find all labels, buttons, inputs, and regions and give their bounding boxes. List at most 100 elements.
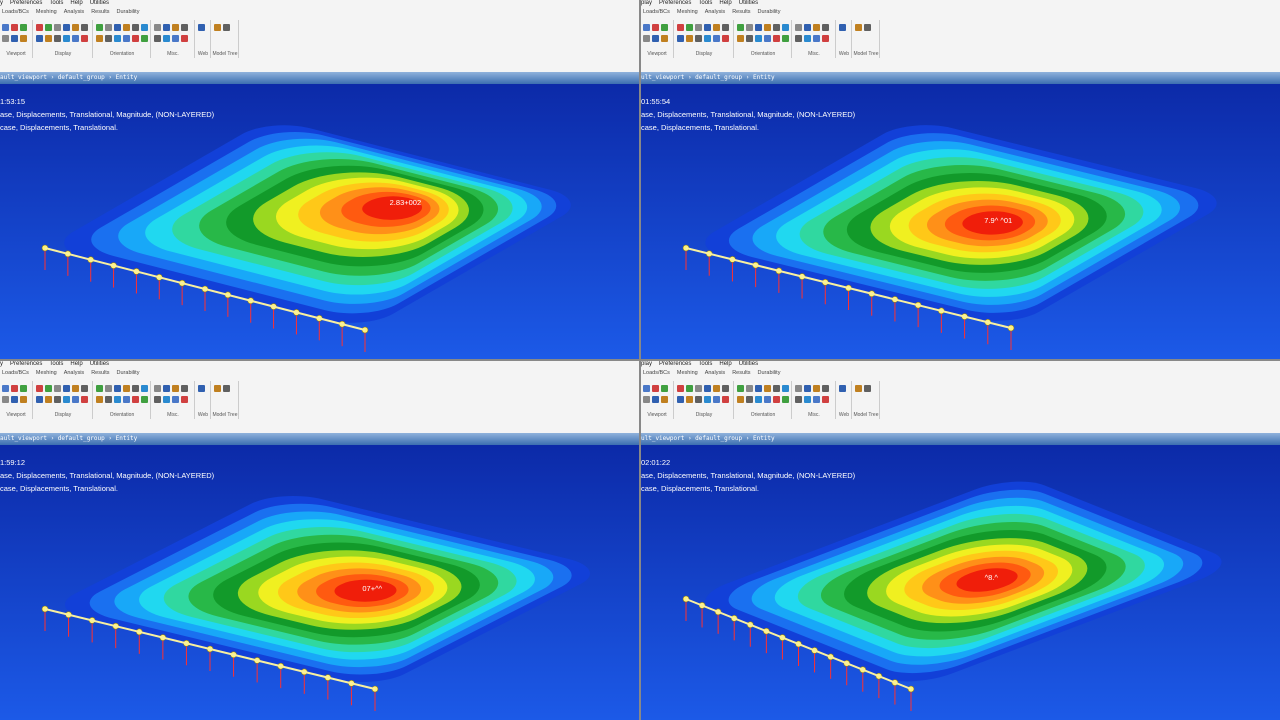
tool-icon[interactable] <box>695 385 702 392</box>
tool-icon[interactable] <box>123 396 130 403</box>
menu-item[interactable]: Utilities <box>89 361 110 367</box>
tool-icon[interactable] <box>141 385 148 392</box>
tool-icon[interactable] <box>813 35 820 42</box>
tool-icon[interactable] <box>54 24 61 31</box>
tool-icon[interactable] <box>755 396 762 403</box>
tool-icon[interactable] <box>36 35 43 42</box>
tool-icon[interactable] <box>63 396 70 403</box>
tool-icon[interactable] <box>839 24 846 31</box>
tool-icon[interactable] <box>746 35 753 42</box>
menu-item[interactable]: y <box>0 0 3 6</box>
ribbon-tab[interactable]: Analysis <box>704 9 726 15</box>
ribbon-tab[interactable]: Meshing <box>35 9 57 15</box>
tool-icon[interactable] <box>81 385 88 392</box>
tool-icon[interactable] <box>695 396 702 403</box>
tool-icon[interactable] <box>72 396 79 403</box>
tool-icon[interactable] <box>114 24 121 31</box>
tool-icon[interactable] <box>722 24 729 31</box>
tool-icon[interactable] <box>822 35 829 42</box>
ribbon-tab[interactable]: Results <box>91 370 110 376</box>
menu-item[interactable]: Tools <box>49 361 64 367</box>
tool-icon[interactable] <box>198 24 205 31</box>
tool-icon[interactable] <box>36 24 43 31</box>
tool-icon[interactable] <box>20 385 27 392</box>
ribbon-tab[interactable]: Results <box>732 370 751 376</box>
tool-icon[interactable] <box>661 385 668 392</box>
tool-icon[interactable] <box>713 24 720 31</box>
tool-icon[interactable] <box>704 24 711 31</box>
tool-icon[interactable] <box>123 35 130 42</box>
tool-icon[interactable] <box>686 24 693 31</box>
tool-icon[interactable] <box>105 385 112 392</box>
tool-icon[interactable] <box>72 24 79 31</box>
tool-icon[interactable] <box>181 24 188 31</box>
tool-icon[interactable] <box>11 24 18 31</box>
tool-icon[interactable] <box>72 385 79 392</box>
tool-icon[interactable] <box>643 24 650 31</box>
tool-icon[interactable] <box>704 35 711 42</box>
tool-icon[interactable] <box>163 35 170 42</box>
tool-icon[interactable] <box>804 385 811 392</box>
tool-icon[interactable] <box>114 385 121 392</box>
menu-item[interactable]: Help <box>70 0 83 6</box>
tool-icon[interactable] <box>154 24 161 31</box>
menu-item[interactable]: Help <box>719 0 732 6</box>
menu-item[interactable]: play <box>641 0 653 6</box>
ribbon-tab[interactable]: Results <box>91 9 110 15</box>
ribbon-tab[interactable]: Loads/BCs <box>643 370 670 376</box>
tool-icon[interactable] <box>864 385 871 392</box>
tool-icon[interactable] <box>813 385 820 392</box>
menu-item[interactable]: Help <box>70 361 83 367</box>
tool-icon[interactable] <box>677 24 684 31</box>
tool-icon[interactable] <box>713 396 720 403</box>
tool-icon[interactable] <box>652 35 659 42</box>
tool-icon[interactable] <box>773 385 780 392</box>
tool-icon[interactable] <box>822 385 829 392</box>
tool-icon[interactable] <box>96 35 103 42</box>
tool-icon[interactable] <box>81 396 88 403</box>
tool-icon[interactable] <box>172 396 179 403</box>
tool-icon[interactable] <box>686 396 693 403</box>
tool-icon[interactable] <box>214 24 221 31</box>
tool-icon[interactable] <box>11 385 18 392</box>
ribbon-tab[interactable]: Loads/BCs <box>2 9 29 15</box>
tool-icon[interactable] <box>795 35 802 42</box>
tool-icon[interactable] <box>773 24 780 31</box>
menu-item[interactable]: play <box>641 361 653 367</box>
tool-icon[interactable] <box>677 385 684 392</box>
tool-icon[interactable] <box>163 385 170 392</box>
tool-icon[interactable] <box>704 396 711 403</box>
tool-icon[interactable] <box>132 24 139 31</box>
tool-icon[interactable] <box>755 385 762 392</box>
tool-icon[interactable] <box>773 396 780 403</box>
tool-icon[interactable] <box>722 396 729 403</box>
tool-icon[interactable] <box>181 35 188 42</box>
tool-icon[interactable] <box>163 396 170 403</box>
tool-icon[interactable] <box>114 396 121 403</box>
tool-icon[interactable] <box>181 385 188 392</box>
tool-icon[interactable] <box>20 35 27 42</box>
tool-icon[interactable] <box>36 396 43 403</box>
tool-icon[interactable] <box>755 24 762 31</box>
ribbon-tab[interactable]: Meshing <box>35 370 57 376</box>
ribbon-tab[interactable]: Meshing <box>676 9 698 15</box>
menu-item[interactable]: Utilities <box>89 0 110 6</box>
tool-icon[interactable] <box>214 385 221 392</box>
tool-icon[interactable] <box>181 396 188 403</box>
tool-icon[interactable] <box>643 396 650 403</box>
ribbon-tab[interactable]: Durability <box>757 370 781 376</box>
tool-icon[interactable] <box>132 35 139 42</box>
tool-icon[interactable] <box>864 24 871 31</box>
tool-icon[interactable] <box>45 385 52 392</box>
tool-icon[interactable] <box>54 385 61 392</box>
tool-icon[interactable] <box>141 24 148 31</box>
tool-icon[interactable] <box>114 35 121 42</box>
tool-icon[interactable] <box>63 385 70 392</box>
menu-item[interactable]: Preferences <box>659 361 692 367</box>
tool-icon[interactable] <box>154 396 161 403</box>
tool-icon[interactable] <box>822 396 829 403</box>
tool-icon[interactable] <box>652 24 659 31</box>
tool-icon[interactable] <box>141 35 148 42</box>
tool-icon[interactable] <box>661 24 668 31</box>
tool-icon[interactable] <box>813 396 820 403</box>
